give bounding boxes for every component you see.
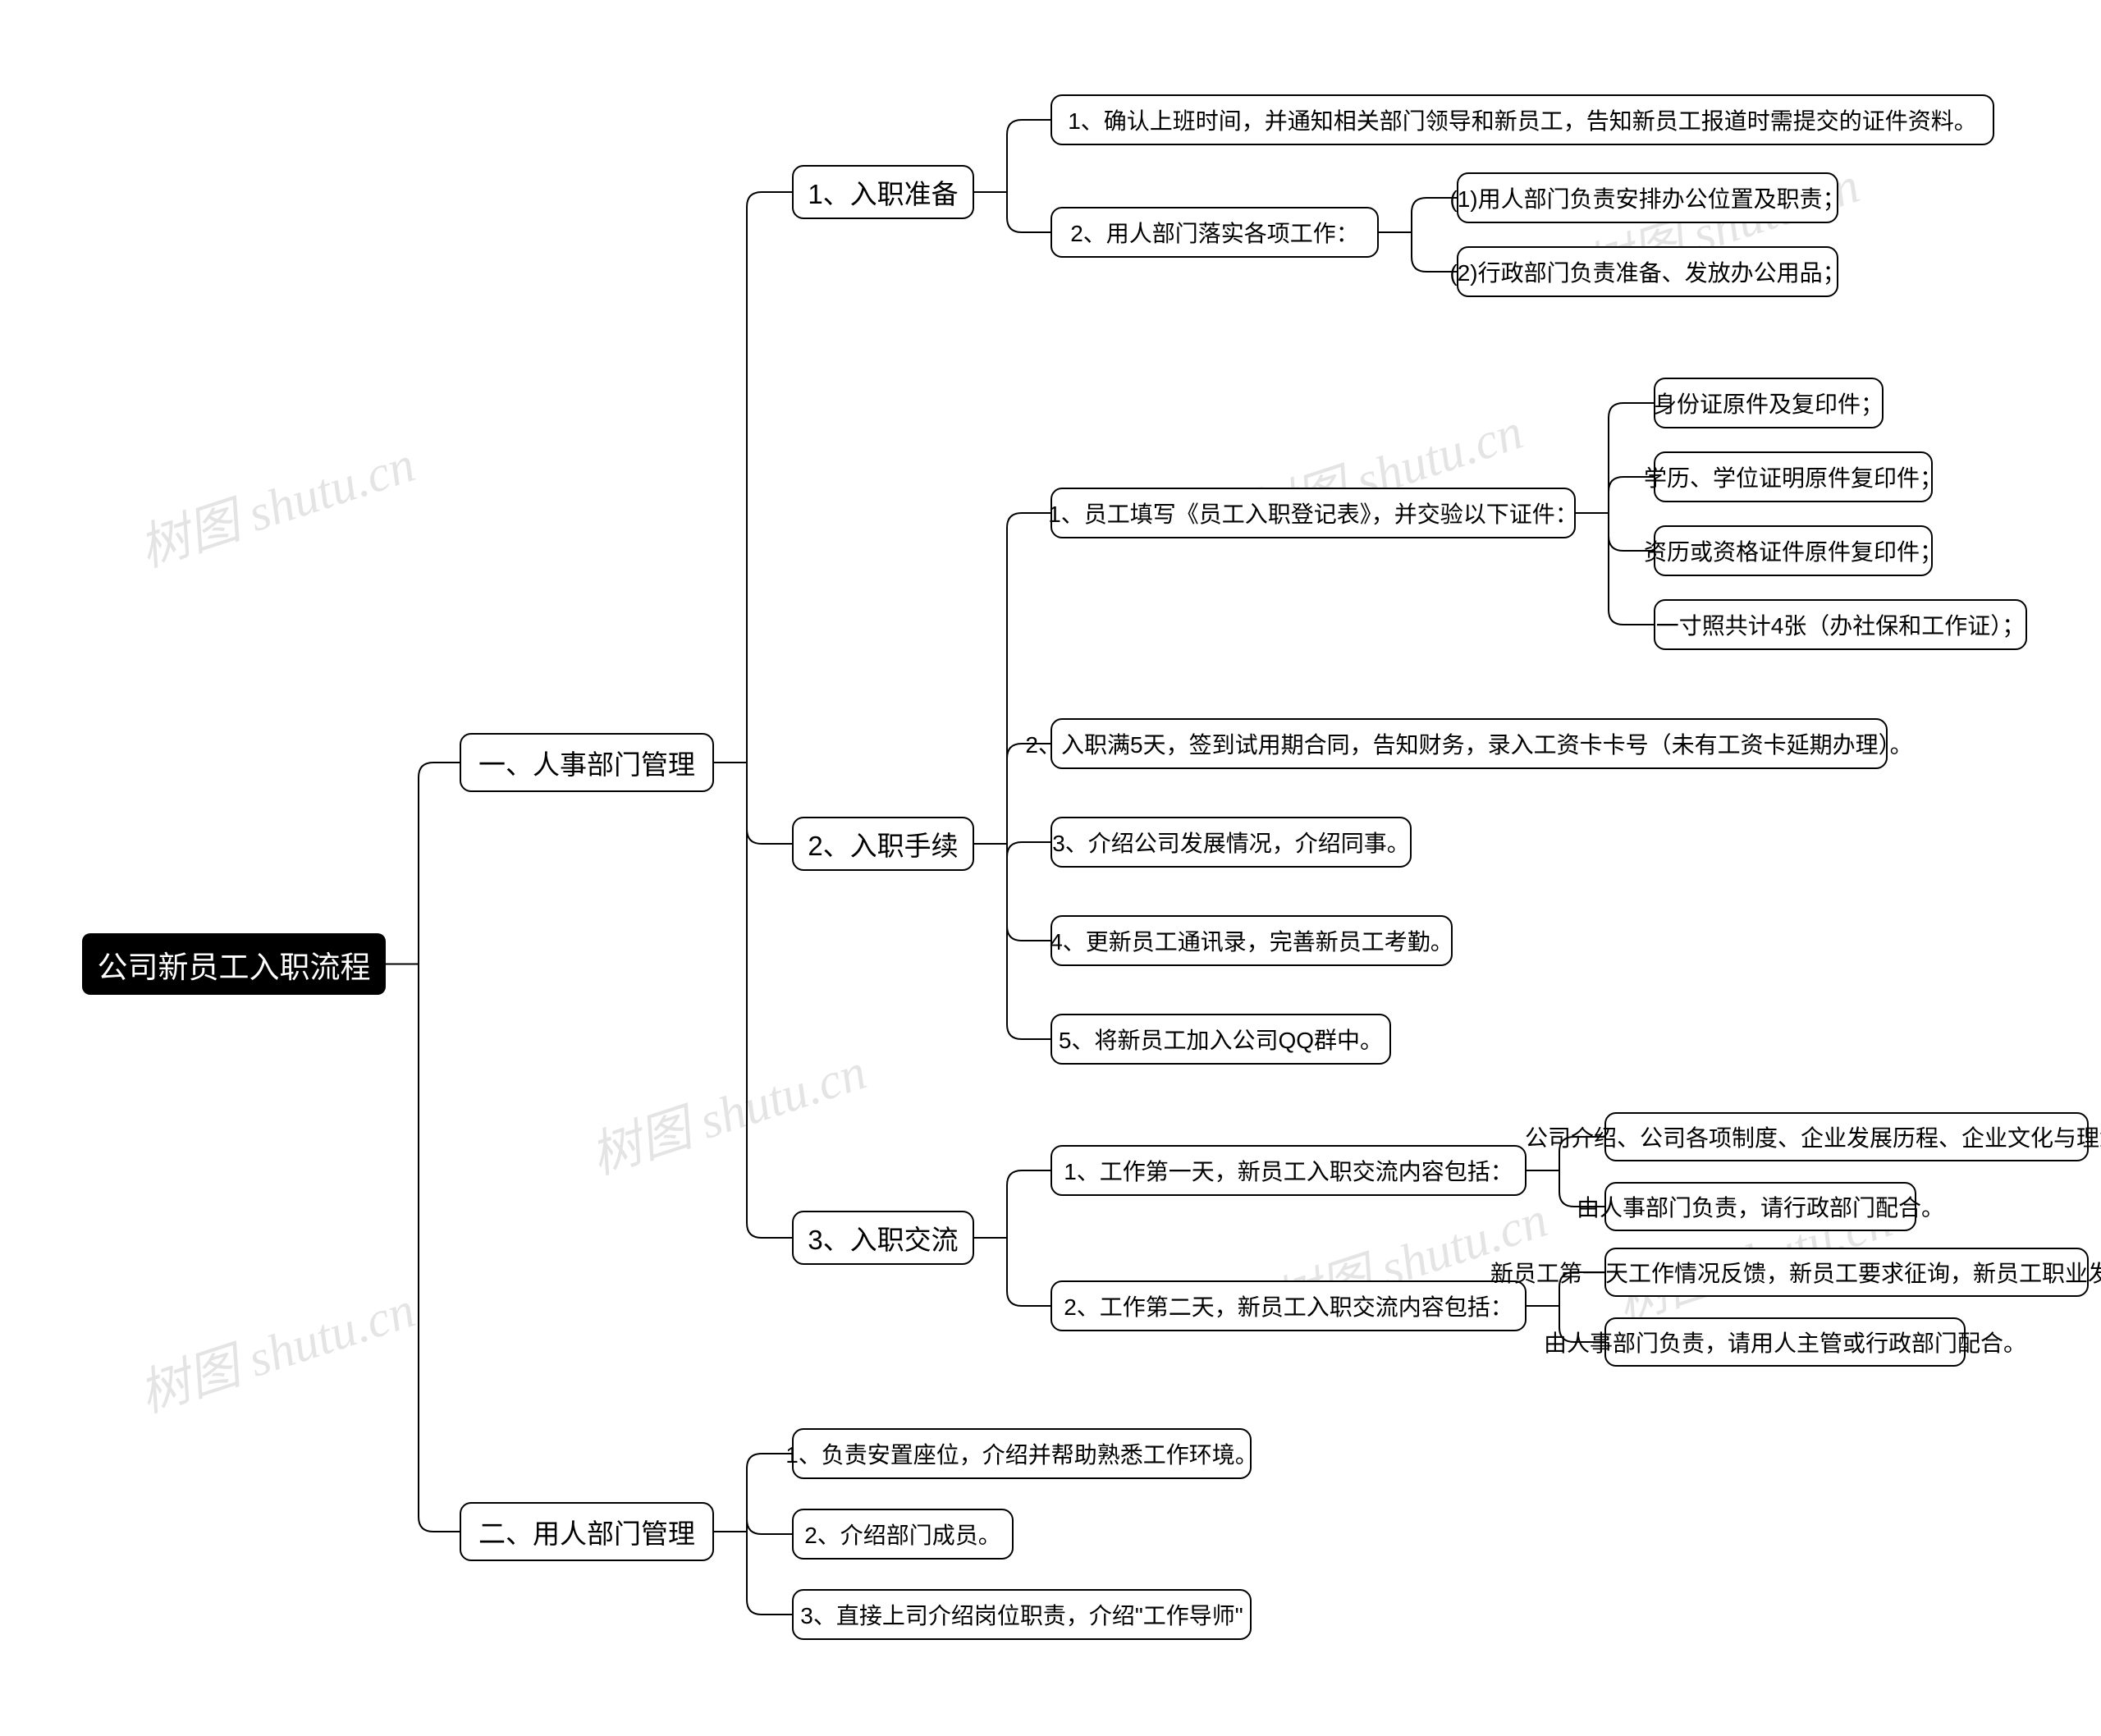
watermark: 树图 shutu.cn [128,1268,423,1427]
node-l_1_2_5: 5、将新员工加入公司QQ群中。 [1050,1014,1391,1065]
node-root: 公司新员工入职流程 [82,933,386,995]
node-b1_1: 1、入职准备 [792,165,974,219]
node-l_1_2_1_1: 身份证原件及复印件； [1654,378,1884,428]
node-l_1_2_3: 3、介绍公司发展情况，介绍同事。 [1050,817,1412,868]
node-l_1_1_2_1: (1)用人部门负责安排办公位置及职责； [1457,172,1838,223]
node-l_1_2_1_3: 资历或资格证件原件复印件； [1654,525,1933,576]
node-l_1_2_1_2: 学历、学位证明原件复印件； [1654,451,1933,502]
node-l_1_2_1_4: 一寸照共计4张（办社保和工作证）； [1654,599,2027,650]
node-l_1_2_1: 1、员工填写《员工入职登记表》，并交验以下证件： [1050,488,1576,538]
node-l_1_3_2: 2、工作第二天，新员工入职交流内容包括： [1050,1280,1527,1331]
node-b1: 一、人事部门管理 [460,733,714,792]
node-l_1_3_2_1: 新员工第一天工作情况反馈，新员工要求征询，新员工职业发展规划。 [1604,1248,2089,1297]
mindmap-canvas: 树图 shutu.cn树图 shutu.cn树图 shutu.cn树图 shut… [0,0,2101,1736]
node-l_1_3_1_1: 公司介绍、公司各项制度、企业发展历程、企业文化与理念等。 [1604,1112,2089,1161]
node-l_1_3_2_2: 由人事部门负责，请用人主管或行政部门配合。 [1604,1317,1966,1367]
node-l_1_3_1: 1、工作第一天，新员工入职交流内容包括： [1050,1145,1527,1196]
node-l_1_1_2_2: (2)行政部门负责准备、发放办公用品； [1457,246,1838,297]
node-l_1_1_2: 2、用人部门落实各项工作： [1050,207,1379,258]
node-l_2_3: 3、直接上司介绍岗位职责，介绍"工作导师" [792,1589,1252,1640]
node-l_1_1_1: 1、确认上班时间，并通知相关部门领导和新员工，告知新员工报道时需提交的证件资料。 [1050,94,1994,145]
node-b2: 二、用人部门管理 [460,1502,714,1561]
node-b1_2: 2、入职手续 [792,817,974,871]
node-l_2_1: 1、负责安置座位，介绍并帮助熟悉工作环境。 [792,1428,1252,1479]
node-b1_3: 3、入职交流 [792,1211,974,1265]
watermark: 树图 shutu.cn [128,423,423,581]
node-l_2_2: 2、介绍部门成员。 [792,1509,1014,1560]
node-l_1_3_1_2: 由人事部门负责，请行政部门配合。 [1604,1182,1916,1231]
node-l_1_2_2: 2、入职满5天，签到试用期合同，告知财务，录入工资卡卡号（未有工资卡延期办理）。 [1050,718,1888,769]
watermark: 树图 shutu.cn [579,1030,874,1189]
node-l_1_2_4: 4、更新员工通讯录，完善新员工考勤。 [1050,915,1453,966]
